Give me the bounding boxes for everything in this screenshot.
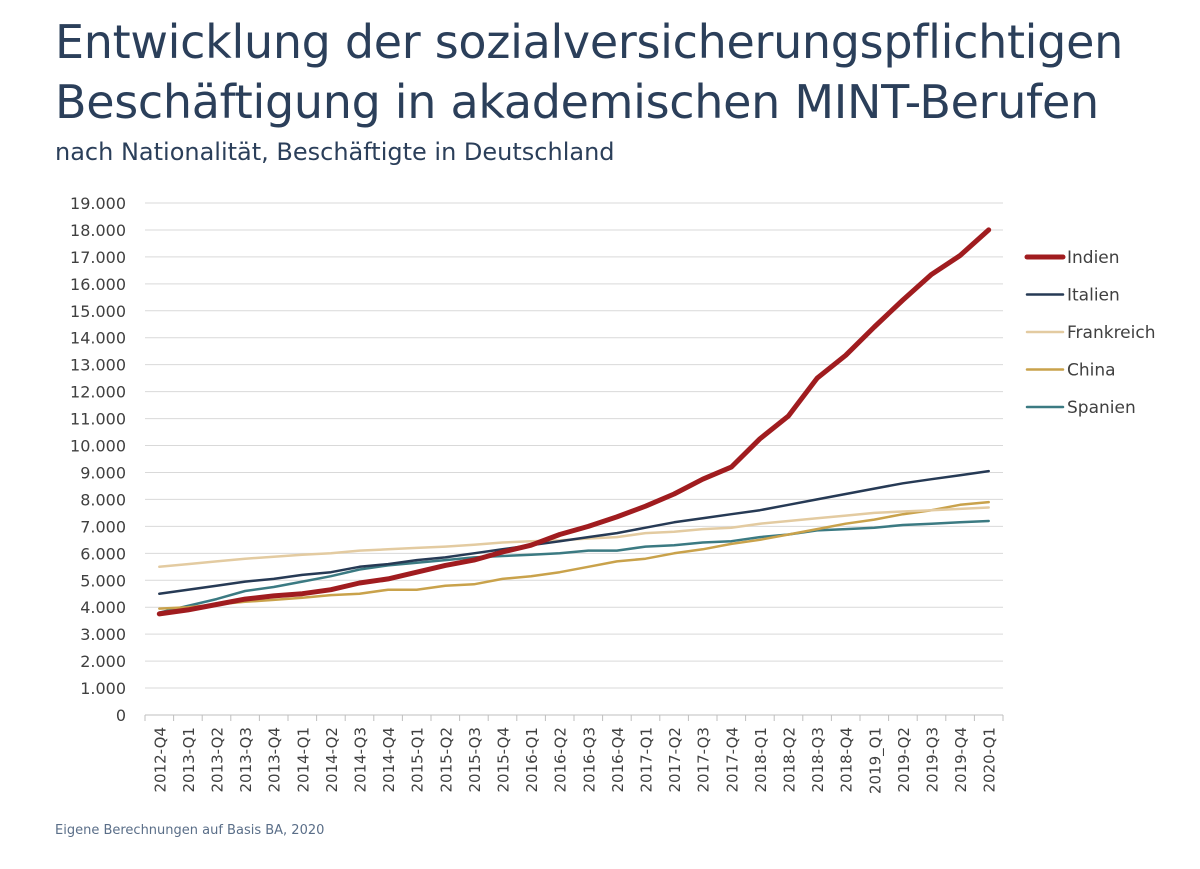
x-tick-label: 2013-Q2: [209, 727, 227, 793]
y-tick-label: 6.000: [80, 544, 126, 563]
title-line-1: Entwicklung der sozialversicherungspflic…: [55, 15, 1123, 69]
y-tick-label: 4.000: [80, 598, 126, 617]
y-tick-label: 10.000: [70, 437, 126, 456]
y-tick-label: 8.000: [80, 490, 126, 509]
y-tick-label: 11.000: [70, 410, 126, 429]
y-tick-label: 5.000: [80, 571, 126, 590]
data-series: [156, 227, 992, 617]
legend-label: China: [1067, 361, 1116, 381]
x-tick-label: 2016-Q4: [609, 727, 627, 793]
x-tick-label: 2017-Q3: [695, 727, 713, 793]
y-tick-label: 15.000: [70, 302, 126, 321]
x-axis: 2012-Q4 2013-Q1 2013-Q2 2013-Q3 2013-Q4 2014-…: [144, 714, 1004, 794]
x-tick-label: 2015-Q2: [437, 727, 455, 793]
x-tick-label: 2018-Q2: [781, 727, 799, 793]
y-tick-label: 13.000: [70, 356, 126, 375]
x-tick-label: 2019-Q3: [924, 727, 942, 793]
x-tick-label: 2015-Q4: [495, 727, 513, 793]
x-tick-label: 2018-Q4: [838, 727, 856, 793]
x-tick-label: 2019-Q2: [895, 727, 913, 793]
page-title: Entwicklung der sozialversicherungspflic…: [55, 12, 1123, 132]
y-tick-label: 17.000: [70, 248, 126, 267]
x-tick-label: 2016-Q1: [523, 727, 541, 793]
y-tick-label: 9.000: [80, 463, 126, 482]
y-tick-label: 2.000: [80, 652, 126, 671]
x-tick-label: 2020-Q1: [981, 727, 999, 793]
series-line-china: [158, 500, 990, 610]
legend[interactable]: Indien Italien Frankreich China Spanien: [1024, 248, 1156, 418]
y-tick-label: 7.000: [80, 517, 126, 536]
x-tick-label: 2017-Q4: [723, 727, 741, 793]
legend-item-china[interactable]: China: [1025, 361, 1116, 381]
series-line-frankreich: [158, 506, 990, 569]
legend-label: Italien: [1067, 286, 1120, 306]
y-tick-label: 16.000: [70, 275, 126, 294]
legend-item-italien[interactable]: Italien: [1025, 286, 1120, 306]
x-tick-label: 2019-Q4: [952, 727, 970, 793]
y-tick-label: 18.000: [70, 221, 126, 240]
legend-item-frankreich[interactable]: Frankreich: [1025, 323, 1156, 343]
x-tick-label: 2016-Q2: [552, 727, 570, 793]
chart-subtitle: nach Nationalität, Beschäftigte in Deuts…: [55, 138, 615, 166]
legend-item-spanien[interactable]: Spanien: [1025, 398, 1136, 418]
series-line-spanien: [158, 519, 990, 614]
x-tick-label: 2016-Q3: [580, 727, 598, 793]
x-tick-label: 2014-Q1: [294, 727, 312, 793]
x-tick-label: 2015-Q3: [466, 727, 484, 793]
series-line-indien: [156, 227, 992, 617]
x-tick-label: 2013-Q1: [180, 727, 198, 793]
x-tick-label: 2017-Q1: [638, 727, 656, 793]
x-tick-label: 2013-Q3: [237, 727, 255, 793]
x-tick-label: 2019_Q1: [866, 727, 885, 794]
y-tick-label: 3.000: [80, 625, 126, 644]
x-tick-label: 2015-Q1: [409, 727, 427, 793]
x-tick-label: 2017-Q2: [666, 727, 684, 793]
legend-label: Frankreich: [1067, 323, 1156, 343]
y-tick-label: 12.000: [70, 383, 126, 402]
x-tick-label: 2014-Q4: [380, 727, 398, 793]
x-tick-label: 2018-Q3: [809, 727, 827, 793]
y-tick-label: 14.000: [70, 329, 126, 348]
x-tick-label: 2014-Q2: [323, 727, 341, 793]
x-tick-label: 2018-Q1: [752, 727, 770, 793]
x-tick-label: 2013-Q4: [266, 727, 284, 793]
x-tick-label: 2012-Q4: [151, 727, 169, 793]
y-axis: 0 1.000 2.000 3.000 4.000 5.000 6.000 7.000 8.00…: [70, 194, 126, 725]
y-tick-label: 19.000: [70, 194, 126, 213]
title-line-2: Beschäftigung in akademischen MINT-Beruf…: [55, 75, 1099, 129]
legend-label: Spanien: [1067, 398, 1136, 418]
y-tick-label: 1.000: [80, 679, 126, 698]
line-chart: 0 1.000 2.000 3.000 4.000 5.000 6.000 7.000 8.00…: [70, 194, 1156, 794]
legend-label: Indien: [1067, 248, 1120, 268]
source-note: Eigene Berechnungen auf Basis BA, 2020: [55, 823, 325, 838]
gridlines: [145, 202, 1003, 689]
x-tick-label: 2014-Q3: [352, 727, 370, 793]
series-line-italien: [158, 469, 990, 595]
legend-item-indien[interactable]: Indien: [1024, 248, 1120, 268]
y-tick-label: 0: [116, 706, 126, 725]
